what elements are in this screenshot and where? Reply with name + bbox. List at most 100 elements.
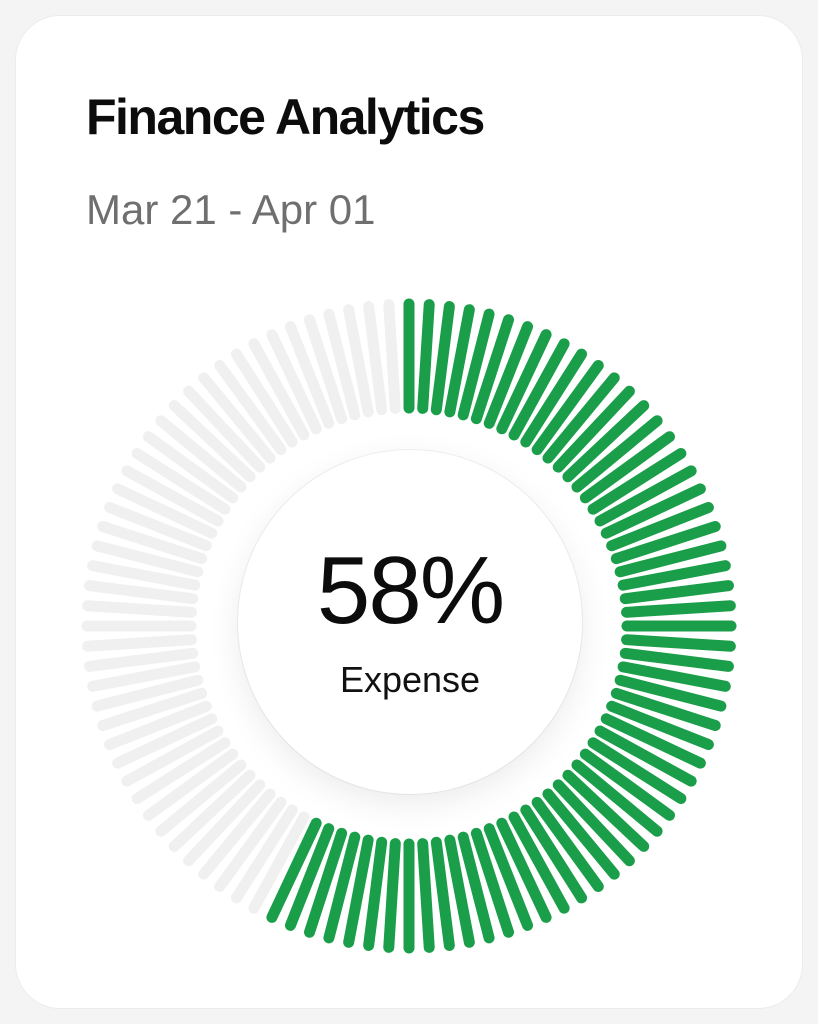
gauge-tick-active xyxy=(417,838,435,953)
gauge-tick-inactive xyxy=(82,634,197,652)
gauge-tick-active xyxy=(470,314,514,425)
gauge-tick-active xyxy=(614,674,727,712)
gauge-tick-inactive xyxy=(383,299,401,414)
gauge-tick-inactive xyxy=(87,661,201,692)
gauge-tick-active xyxy=(520,804,588,904)
gauge-tick-active xyxy=(542,788,620,880)
gauge-tick-inactive xyxy=(104,700,212,751)
gauge-tick-inactive xyxy=(266,329,322,435)
gauge-tick-inactive xyxy=(183,385,266,473)
gauge-tick-active xyxy=(470,827,514,938)
gauge-tick-active xyxy=(542,372,620,464)
gauge-tick-active xyxy=(594,725,697,787)
gauge-tick-inactive xyxy=(248,811,310,914)
gauge-percent-value: 58% xyxy=(316,537,505,644)
gauge-tick-inactive xyxy=(343,304,374,418)
gauge-tick-inactive xyxy=(168,769,256,852)
gauge-tick-inactive xyxy=(143,431,239,504)
card-title: Finance Analytics xyxy=(86,89,485,145)
gauge-tick-active xyxy=(552,779,635,867)
gauge-tick-inactive xyxy=(97,521,208,565)
gauge-tick-inactive xyxy=(112,483,218,539)
gauge-tick-active xyxy=(571,759,663,837)
gauge-tick-active xyxy=(621,600,736,618)
gauge-tick-inactive xyxy=(230,348,298,448)
gauge-tick-inactive xyxy=(304,314,348,425)
gauge-tick-inactive xyxy=(131,447,231,515)
gauge-tick-active xyxy=(531,360,604,456)
gauge-tick-active xyxy=(383,838,401,953)
gauge-tick-active xyxy=(483,823,534,931)
gauge-tick-active xyxy=(457,308,495,421)
gauge-tick-active xyxy=(600,483,706,539)
date-range: Mar 21 - Apr 01 xyxy=(86,186,376,233)
gauge-tick-active xyxy=(621,634,736,652)
gauge-tick-active xyxy=(619,580,734,605)
gauge-tick-inactive xyxy=(104,501,212,552)
gauge-tick-active xyxy=(304,827,348,938)
gauge-tick-inactive xyxy=(121,465,224,527)
gauge-tick-active xyxy=(417,299,435,414)
gauge-inner-circle xyxy=(238,450,582,794)
gauge-tick-active xyxy=(606,700,714,751)
gauge-tick-active xyxy=(571,415,663,493)
gauge-tick-active xyxy=(617,560,731,591)
gauge-tick-inactive xyxy=(168,400,256,483)
gauge-tick-active xyxy=(531,796,604,892)
gauge-tick-active xyxy=(579,748,675,821)
gauge-tick-active xyxy=(444,304,475,418)
gauge-tick-inactive xyxy=(84,580,199,605)
gauge-tick-inactive xyxy=(112,713,218,769)
gauge-tick-inactive xyxy=(82,600,197,618)
gauge-tick-inactive xyxy=(284,321,335,429)
gauge-tick-active xyxy=(444,834,475,948)
gauge-tick-active xyxy=(610,687,721,731)
gauge-tick-active xyxy=(552,385,635,473)
gauge-tick-active xyxy=(587,737,687,805)
gauge-tick-inactive xyxy=(214,796,287,892)
gauge-tick-inactive xyxy=(214,360,287,456)
gauge-tick-active xyxy=(617,661,731,692)
gauge-tick-inactive xyxy=(121,725,224,787)
gauge-tick-active xyxy=(508,338,570,441)
gauge-tick-inactive xyxy=(198,788,276,880)
gauge-tick-active xyxy=(284,823,335,931)
gauge-tick-active xyxy=(614,540,727,578)
gauge-tick-active xyxy=(610,521,721,565)
gauge-tick-inactive xyxy=(84,647,199,672)
gauge-tick-inactive xyxy=(183,779,266,867)
gauge-tick-inactive xyxy=(87,560,201,591)
gauge-tick-inactive xyxy=(230,804,298,904)
gauge-tick-active xyxy=(483,321,534,429)
gauge-label: Expense xyxy=(339,659,481,700)
gauge-tick-inactive xyxy=(91,674,204,712)
gauge-tick-active xyxy=(594,465,697,527)
gauge-tick-active xyxy=(266,817,322,923)
gauge-tick-active xyxy=(343,834,374,948)
gauge-tick-inactive xyxy=(323,308,361,421)
gauge-tick-active xyxy=(430,836,455,951)
gauge-tick-active xyxy=(520,348,588,448)
gauge-tick-active xyxy=(363,836,388,951)
gauge-tick-active xyxy=(562,769,650,852)
gauge-tick-active xyxy=(496,329,552,435)
gauge-tick-active xyxy=(562,400,650,483)
gauge-tick-active xyxy=(606,501,714,552)
gauge-tick-active xyxy=(508,811,570,914)
gauge-tick-active xyxy=(430,301,455,416)
gauge-tick-inactive xyxy=(97,687,208,731)
gauge-tick-active xyxy=(496,817,552,923)
gauge-tick-active xyxy=(619,647,734,672)
gauge-tick-active xyxy=(323,831,361,944)
gauge-tick-inactive xyxy=(143,748,239,821)
gauge-tick-inactive xyxy=(155,759,247,837)
gauge-tick-inactive xyxy=(198,372,276,464)
gauge-tick-inactive xyxy=(131,737,231,805)
gauge-tick-inactive xyxy=(363,301,388,416)
gauge-tick-active xyxy=(457,831,495,944)
gauge-tick-active xyxy=(600,713,706,769)
gauge-tick-active xyxy=(579,431,675,504)
gauge-tick-active xyxy=(587,447,687,515)
